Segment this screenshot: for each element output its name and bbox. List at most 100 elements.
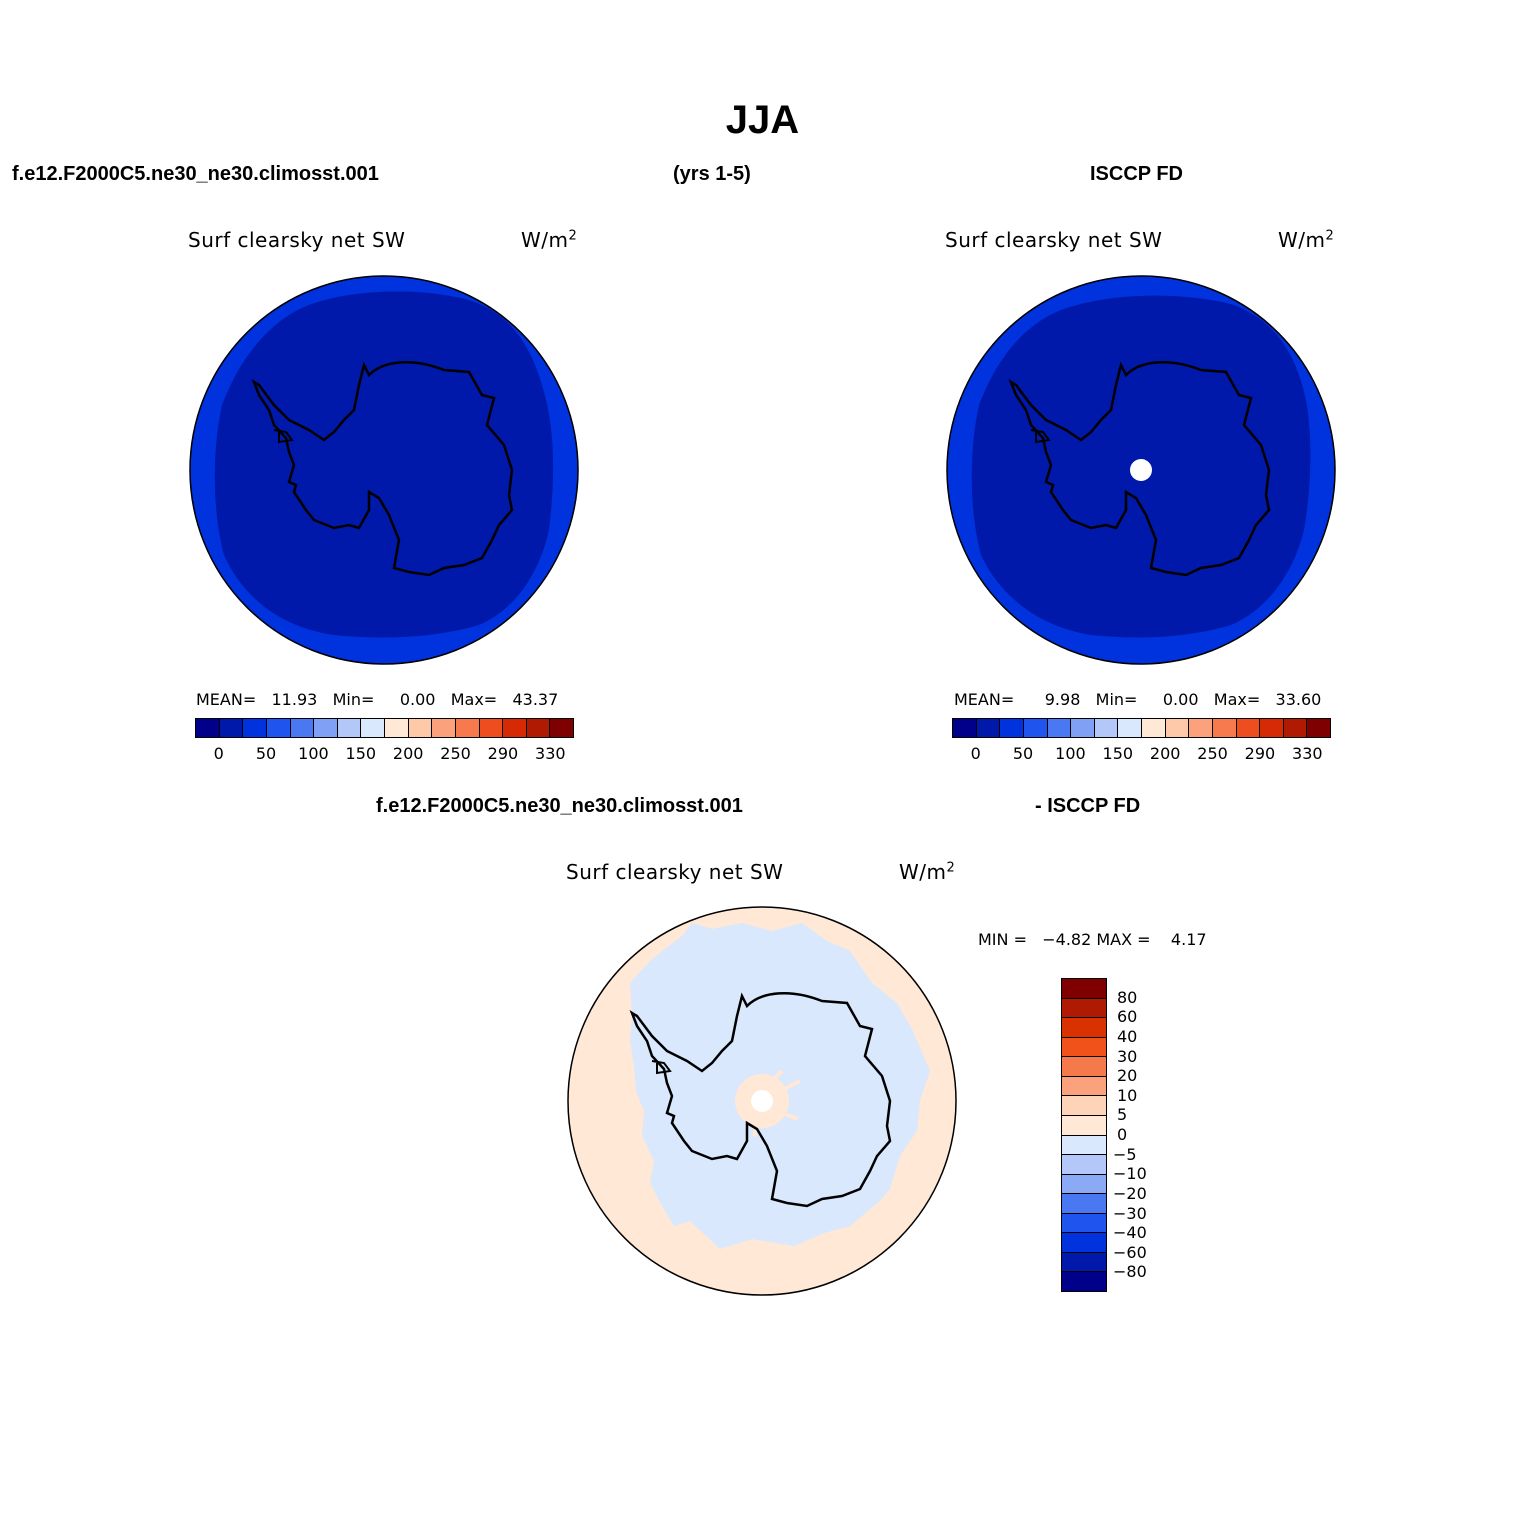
colorbar-tick-label: 100 (1055, 744, 1086, 763)
colorbar-box (1062, 1213, 1106, 1234)
diff-antarctica-coastline (629, 992, 892, 1208)
colorbar-box (1062, 1155, 1106, 1175)
colorbar-box (1062, 1194, 1106, 1214)
right-polar-map (946, 275, 1336, 665)
diff-peninsula-detail (651, 1060, 672, 1075)
colorbar-tick-label: 0 (213, 744, 224, 763)
colorbar-tick-label: 80 (1117, 987, 1138, 1007)
colorbar-tick-label: −10 (1113, 1164, 1147, 1184)
colorbar-box (1094, 719, 1119, 737)
colorbar-box (1212, 719, 1237, 737)
colorbar-tick-label: 5 (1117, 1105, 1128, 1125)
right-units: W/m2 (1278, 228, 1335, 252)
colorbar-tick-label: 290 (487, 744, 519, 763)
left-inner-field (214, 291, 554, 638)
case-name: f.e12.F2000C5.ne30_ne30.climosst.001 (12, 163, 379, 185)
colorbar-box (1142, 719, 1166, 737)
right-antarctica-coastline (1008, 361, 1271, 577)
colorbar-tick-label: 330 (1292, 744, 1323, 763)
diff-missing-pole (751, 1090, 773, 1112)
colorbar-box (1307, 719, 1330, 737)
colorbar-box (1071, 719, 1095, 737)
right-stats: MEAN= 9.98 Min= 0.00 Max= 33.60 (954, 690, 1322, 709)
colorbar-box (1062, 1233, 1106, 1253)
colorbar-tick-label: −30 (1113, 1203, 1147, 1223)
diff-title-right: - ISCCP FD (1035, 795, 1141, 817)
colorbar-tick-label: 200 (392, 744, 424, 763)
colorbar-box (1000, 719, 1024, 737)
colorbar-box (1062, 979, 1106, 999)
colorbar-tick-label: 200 (1149, 744, 1181, 763)
colorbar-tick-label: −20 (1113, 1183, 1147, 1203)
colorbar-box (1165, 719, 1190, 737)
colorbar-box (1062, 998, 1106, 1019)
colorbar-tick-label: −80 (1113, 1262, 1147, 1282)
colorbar-tick-label: 0 (970, 744, 981, 763)
colorbar-box (314, 719, 338, 737)
colorbar-tick-label: 150 (345, 744, 377, 763)
colorbar-box (1260, 719, 1284, 737)
colorbar-box (503, 719, 527, 737)
colorbar-tick-label: 10 (1117, 1085, 1138, 1105)
colorbar-tick-label: 290 (1244, 744, 1276, 763)
diff-polar-map (567, 906, 957, 1296)
colorbar-box (266, 719, 291, 737)
colorbar-box (290, 719, 315, 737)
diff-stats: MIN = −4.82 MAX = 4.17 (978, 930, 1207, 949)
colorbar-box (1062, 1076, 1106, 1097)
right-plot-title: Surf clearsky net SW (945, 228, 1163, 252)
left-colorbar (195, 718, 574, 738)
colorbar-tick-label: 50 (255, 744, 277, 763)
colorbar-box (526, 719, 551, 737)
left-polar-map (189, 275, 579, 665)
colorbar-box (550, 719, 573, 737)
colorbar-box (1062, 1272, 1106, 1291)
colorbar-box (1023, 719, 1048, 737)
main-title: JJA (725, 98, 800, 142)
left-plot-title: Surf clearsky net SW (188, 228, 406, 252)
colorbar-box (219, 719, 244, 737)
obs-name: ISCCP FD (1090, 163, 1183, 185)
colorbar-box (1118, 719, 1142, 737)
diff-colorbar (1061, 978, 1107, 1292)
colorbar-box (1062, 1057, 1106, 1077)
diff-pole-spokes (752, 1069, 801, 1137)
left-peninsula-detail (273, 429, 294, 444)
colorbar-box (455, 719, 480, 737)
diff-colorbar-ticks: 80 60 40 30 20 10 5 0 −5 −10 −20 −30 −40 −60 −80 (1113, 978, 1173, 1292)
years-label: (yrs 1-5) (673, 163, 751, 185)
colorbar-box (1062, 1018, 1106, 1038)
left-antarctica-coastline (251, 361, 514, 577)
left-units: W/m2 (521, 228, 578, 252)
colorbar-tick-label: 60 (1117, 1007, 1138, 1027)
colorbar-box (1062, 1096, 1106, 1116)
right-missing-pole (1130, 459, 1152, 481)
colorbar-box (243, 719, 267, 737)
colorbar-box (1062, 1252, 1106, 1273)
colorbar-tick-label: −60 (1113, 1242, 1147, 1262)
colorbar-box (1062, 1037, 1106, 1058)
colorbar-box (479, 719, 504, 737)
colorbar-box (432, 719, 456, 737)
diff-plot-title: Surf clearsky net SW (566, 860, 784, 884)
colorbar-tick-label: 0 (1117, 1125, 1128, 1144)
colorbar-box (1062, 1115, 1106, 1136)
colorbar-box (408, 719, 433, 737)
colorbar-box (337, 719, 362, 737)
diff-title-left: f.e12.F2000C5.ne30_ne30.climosst.001 (376, 795, 743, 817)
colorbar-tick-label: 100 (298, 744, 329, 763)
right-peninsula-detail (1030, 429, 1051, 444)
colorbar-tick-label: 40 (1117, 1026, 1138, 1046)
colorbar-tick-label: 250 (440, 744, 471, 763)
right-colorbar (952, 718, 1331, 738)
colorbar-box (196, 719, 220, 737)
colorbar-tick-label: 50 (1012, 744, 1034, 763)
colorbar-box (385, 719, 409, 737)
colorbar-box (1062, 1174, 1106, 1195)
colorbar-box (1047, 719, 1072, 737)
colorbar-box (1236, 719, 1261, 737)
colorbar-tick-label: 330 (535, 744, 566, 763)
diff-units: W/m2 (899, 860, 956, 884)
colorbar-tick-label: −40 (1113, 1223, 1147, 1243)
colorbar-box (1189, 719, 1213, 737)
